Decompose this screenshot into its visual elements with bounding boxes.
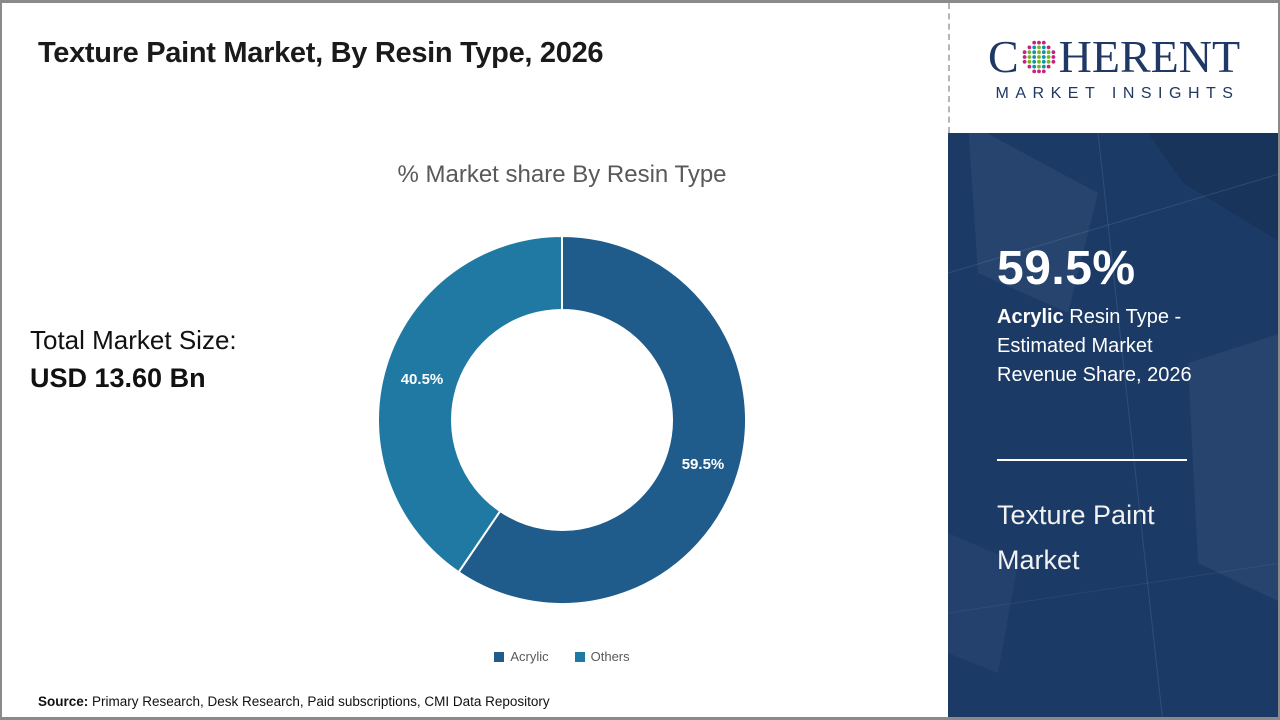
- legend-item-acrylic: Acrylic: [494, 649, 549, 664]
- page-title: Texture Paint Market, By Resin Type, 202…: [38, 37, 604, 69]
- brand-wordmark: C HERENT: [987, 30, 1241, 82]
- slice-label-others: 40.5%: [401, 371, 444, 388]
- brand-letter-c: C: [987, 30, 1019, 82]
- sidebar-panel: 59.5% Acrylic Resin Type - Estimated Mar…: [948, 133, 1278, 717]
- brand-logo: C HERENT: [948, 3, 1278, 133]
- sidebar-stat-rest: Resin Type - Estimated Market Revenue Sh…: [997, 306, 1192, 386]
- sidebar-stat-description: Acrylic Resin Type - Estimated Market Re…: [997, 303, 1222, 390]
- total-market-value: USD 13.60 Bn: [30, 363, 206, 393]
- donut-slice-acrylic: [457, 235, 747, 605]
- source-text: Primary Research, Desk Research, Paid su…: [88, 694, 550, 709]
- donut-chart: 59.5% 40.5%: [377, 235, 747, 605]
- brand-letters-rest: HERENT: [1058, 30, 1241, 82]
- source-line: Source: Primary Research, Desk Research,…: [38, 694, 550, 709]
- legend-label-others: Others: [590, 649, 630, 664]
- legend-label-acrylic: Acrylic: [510, 649, 549, 664]
- chart-title: % Market share By Resin Type: [397, 161, 727, 188]
- source-label: Source:: [38, 694, 89, 709]
- legend-marker-acrylic-icon: [494, 651, 505, 662]
- sidebar-divider: [997, 459, 1187, 461]
- sidebar-market-title: Texture Paint Market: [997, 500, 1155, 575]
- world-map-texture: [948, 133, 1278, 717]
- legend-marker-others-icon: [574, 651, 585, 662]
- donut-slice-others: [377, 235, 563, 574]
- legend-item-others: Others: [574, 649, 630, 664]
- slice-label-acrylic: 59.5%: [682, 456, 725, 473]
- total-market-size: Total Market Size: USD 13.60 Bn: [30, 325, 237, 394]
- sidebar-stat-value: 59.5%: [997, 242, 1136, 295]
- chart-legend: Acrylic Others: [377, 649, 747, 664]
- sidebar-stat-segment: Acrylic: [997, 306, 1064, 328]
- brand-subtitle: MARKET INSIGHTS: [995, 84, 1240, 102]
- globe-dots-icon: [1022, 40, 1055, 73]
- total-market-label: Total Market Size:: [30, 325, 237, 355]
